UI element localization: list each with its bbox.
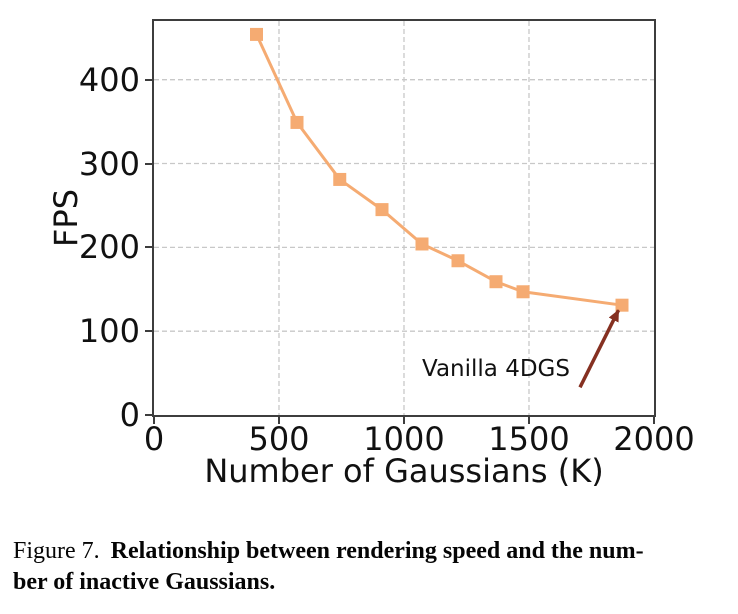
- caption-text-line-2: ber of inactive Gaussians.: [13, 569, 276, 595]
- x-tick-mark: [278, 417, 280, 424]
- y-tick-label: 400: [78, 60, 140, 99]
- caption-text-line-1: Relationship between rendering speed and…: [110, 538, 644, 564]
- data-line: [255, 32, 624, 307]
- x-tick-mark: [653, 417, 655, 424]
- caption-figure-number: Figure 7.: [13, 538, 100, 564]
- annotation-arrow: [578, 309, 621, 389]
- data-point-marker: [250, 27, 263, 41]
- x-tick-mark: [153, 417, 155, 424]
- y-tick-label: 300: [78, 144, 140, 183]
- data-point-marker: [375, 203, 389, 217]
- caption-line-2: ber of inactive Gaussians.: [13, 567, 729, 598]
- data-point-marker: [615, 298, 629, 312]
- y-tick-label: 0: [119, 396, 140, 434]
- data-point-marker: [516, 285, 530, 299]
- x-axis-title: Number of Gaussians (K): [204, 452, 604, 490]
- x-tick-mark: [528, 417, 530, 424]
- y-tick-mark: [145, 162, 152, 165]
- line-chart: Vanilla 4DGS: [154, 21, 654, 415]
- data-point-marker: [415, 237, 429, 251]
- x-tick-label: 500: [248, 420, 310, 458]
- y-tick-mark: [145, 414, 152, 416]
- annotation-label: Vanilla 4DGS: [422, 356, 570, 382]
- data-point-marker: [489, 275, 503, 289]
- figure-caption: Figure 7. Relationship between rendering …: [13, 536, 729, 598]
- data-point-marker: [451, 254, 465, 268]
- caption-line-1: Figure 7. Relationship between rendering …: [13, 536, 729, 567]
- y-tick-mark: [145, 78, 152, 81]
- x-tick-label: 1500: [488, 420, 570, 458]
- y-tick-label: 100: [78, 312, 140, 351]
- x-tick-label: 2000: [613, 420, 695, 458]
- y-tick-mark: [145, 246, 152, 249]
- y-tick-mark: [145, 330, 152, 333]
- x-tick-mark: [403, 417, 405, 424]
- data-point-marker: [333, 172, 347, 186]
- plot-area: Vanilla 4DGS: [152, 19, 656, 417]
- x-tick-label: 1000: [363, 420, 445, 458]
- y-tick-label: 200: [78, 228, 140, 267]
- x-tick-label: 0: [143, 420, 165, 458]
- data-point-marker: [290, 115, 304, 129]
